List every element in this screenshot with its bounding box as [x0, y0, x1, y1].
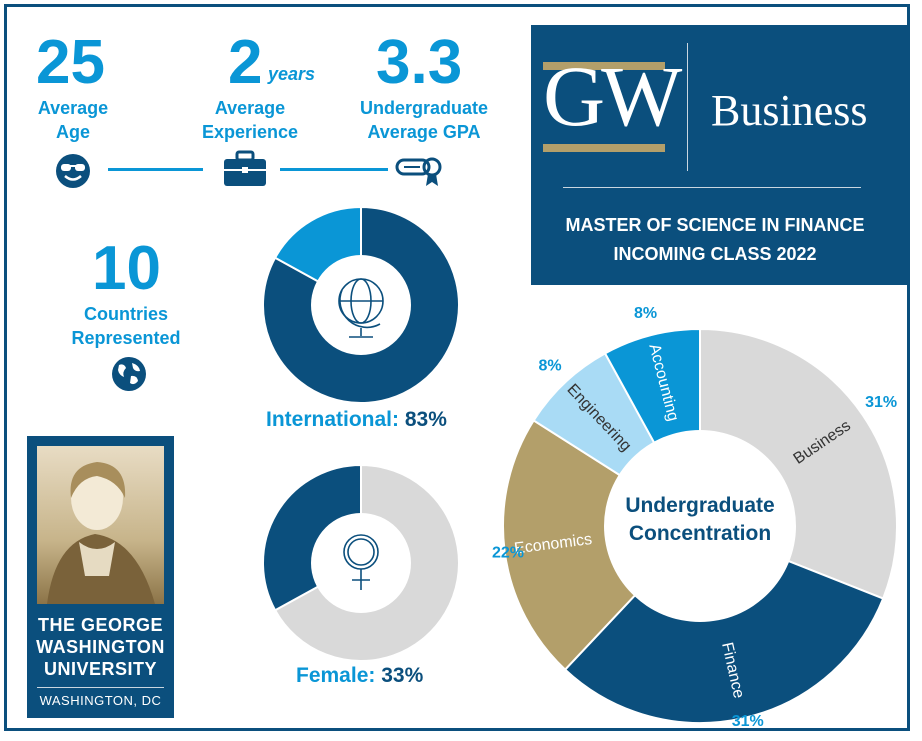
- seal-divider: [37, 687, 164, 688]
- diploma-icon: [394, 152, 446, 193]
- business-wordmark: Business: [711, 86, 868, 135]
- logo-gold-bar: [543, 62, 665, 70]
- slice-value-economics: 22%: [492, 545, 524, 562]
- slice-value-finance: 31%: [732, 713, 764, 730]
- slice-finance: [563, 524, 885, 724]
- logo-gold-bar: [543, 144, 665, 152]
- chart-title-line1: Undergraduate: [625, 494, 774, 517]
- female-symbol-icon: [343, 534, 379, 590]
- chart-title-line2: Concentration: [629, 522, 771, 545]
- slice-value-business: 31%: [865, 394, 897, 411]
- infographic-frame: [4, 4, 910, 731]
- female-donut: [262, 464, 460, 662]
- slice-value-engineering: 8%: [539, 358, 562, 375]
- experience-unit: years: [268, 64, 316, 84]
- slice-value-accounting: 8%: [634, 305, 657, 322]
- program-banner: GW Business MASTER OF SCIENCE IN FINANCE…: [531, 25, 907, 285]
- age-value: 25: [36, 28, 105, 97]
- gw-logo: GW: [543, 48, 682, 144]
- university-city: WASHINGTON, DC: [39, 693, 162, 708]
- international-stat: International: 83%: [266, 408, 447, 431]
- female-stat: Female: 33%: [296, 664, 424, 687]
- international-slice: [262, 206, 460, 404]
- banner-title: MASTER OF SCIENCE IN FINANCE INCOMING CLA…: [565, 215, 865, 264]
- slice-economics: [502, 419, 702, 672]
- connector-line: [280, 168, 388, 171]
- university-name: THE GEORGE WASHINGTON UNIVERSITY: [36, 615, 165, 679]
- age-label: Average Age: [37, 98, 109, 142]
- gpa-value: 3.3: [376, 28, 463, 97]
- gpa-label: Undergraduate Average GPA: [359, 98, 489, 142]
- banner-divider: [563, 187, 861, 188]
- experience-label: Average Experience: [201, 98, 299, 142]
- connector-line: [108, 168, 203, 171]
- briefcase-icon: [222, 150, 268, 193]
- university-seal: THE GEORGE WASHINGTON UNIVERSITY WASHINGTO…: [27, 436, 174, 718]
- globe-icon: [110, 355, 148, 398]
- globe-stand-icon: [338, 278, 384, 338]
- countries-label: Countries Represented: [71, 304, 181, 348]
- experience-value: 2: [228, 28, 263, 97]
- sunglasses-face-icon: [54, 152, 92, 195]
- washington-portrait: [37, 446, 164, 604]
- countries-value: 10: [92, 234, 161, 303]
- logo-divider: [687, 43, 688, 171]
- concentration-chart: Undergraduate Concentration Business31%F…: [492, 305, 898, 730]
- international-donut: [262, 206, 460, 404]
